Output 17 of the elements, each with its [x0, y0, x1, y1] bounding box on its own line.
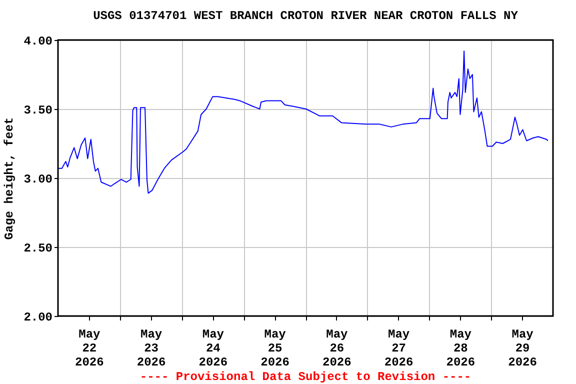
- x-tick-label: May 23 2026: [136, 328, 166, 370]
- line-series: [58, 50, 548, 194]
- x-tick-label: May 28 2026: [446, 328, 476, 370]
- x-tick-label: May 27 2026: [384, 328, 414, 370]
- chart-title: USGS 01374701 WEST BRANCH CROTON RIVER NEAR CROTON FALLS NY: [93, 9, 519, 23]
- x-tick-label: May 24 2026: [198, 328, 228, 370]
- y-tick-label: 3.00: [24, 172, 52, 186]
- y-tick-label: 2.50: [24, 242, 52, 256]
- x-tick-label: May 29 2026: [508, 328, 537, 370]
- x-tick-label: May 26 2026: [322, 328, 352, 370]
- x-tick-label: May 22 2026: [75, 328, 104, 370]
- y-tick-label: 4.00: [24, 34, 52, 48]
- y-tick-label: 3.50: [24, 104, 52, 118]
- y-axis-title: Gage height, feet: [2, 117, 17, 240]
- text: ---- Provisional Data Subject to Revision ----: [140, 370, 472, 384]
- y-tick-label: 2.00: [24, 310, 52, 324]
- x-tick-label: May 25 2026: [260, 328, 290, 370]
